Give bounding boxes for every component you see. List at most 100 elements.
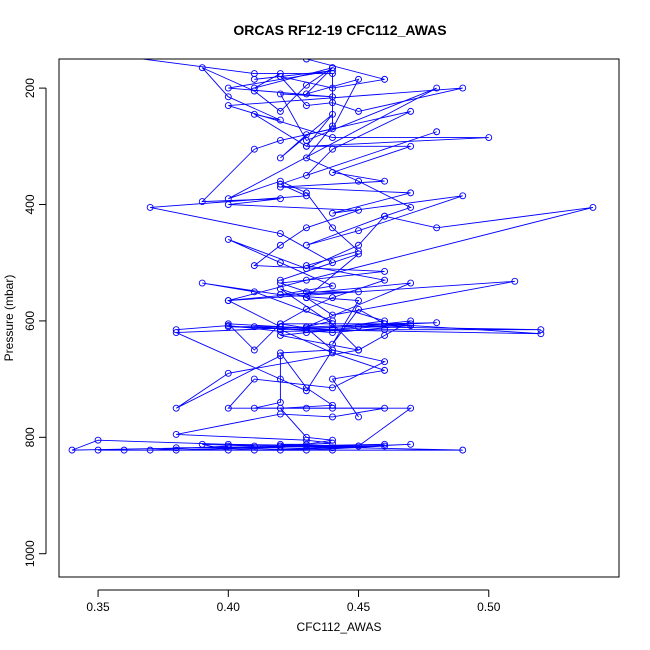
data-point: [329, 401, 336, 409]
data-point: [381, 442, 389, 450]
data-point: [329, 93, 336, 101]
data-point: [250, 87, 258, 95]
data-point: [224, 297, 232, 304]
data-point: [329, 122, 336, 130]
data-point: [355, 227, 362, 235]
plot-area: [68, 59, 597, 454]
data-point: [276, 137, 284, 144]
data-point: [224, 440, 232, 448]
data-point: [302, 440, 310, 448]
data-point: [198, 279, 206, 287]
data-point: [302, 154, 310, 162]
data-point: [302, 262, 310, 270]
data-point: [198, 440, 206, 448]
data-point: [537, 326, 545, 334]
data-point: [329, 384, 336, 392]
data-point: [276, 440, 284, 448]
data-point: [276, 404, 284, 412]
data-point: [172, 326, 180, 334]
data-point: [381, 440, 389, 448]
data-point: [407, 142, 415, 150]
y-axis: 200 400 600 800 1000: [23, 78, 47, 567]
data-point: [433, 224, 441, 232]
data-point: [329, 375, 336, 383]
data-point: [146, 446, 154, 454]
data-point: [407, 203, 415, 211]
data-point: [224, 102, 232, 110]
data-point: [302, 102, 310, 110]
data-point: [407, 404, 415, 412]
data-point: [276, 349, 284, 357]
data-point: [276, 259, 284, 267]
series-line: [228, 70, 437, 449]
series-5: [224, 67, 441, 452]
data-point: [250, 442, 258, 450]
x-tick-label: 0.40: [217, 600, 241, 614]
x-tick-label: 0.50: [477, 600, 501, 614]
data-point: [407, 189, 415, 197]
data-point: [276, 116, 284, 124]
data-point: [276, 90, 284, 98]
data-point: [589, 203, 597, 211]
x-axis-label: CFC112_AWAS: [297, 620, 382, 634]
data-point: [276, 375, 284, 383]
y-tick-label: 1000: [23, 540, 37, 567]
data-point: [276, 327, 284, 335]
data-point: [355, 107, 362, 115]
data-point: [172, 404, 180, 412]
data-point: [329, 67, 336, 75]
data-point: [537, 330, 545, 338]
data-point: [381, 267, 389, 275]
data-point: [224, 195, 232, 203]
data-point: [329, 70, 336, 78]
data-point: [381, 212, 389, 220]
data-point: [329, 282, 336, 290]
data-point: [302, 329, 310, 336]
series-4: [139, 59, 597, 336]
data-point: [68, 446, 76, 454]
data-point: [329, 209, 336, 217]
y-tick-label: 600: [23, 311, 37, 331]
data-point: [407, 279, 415, 287]
data-point: [355, 177, 362, 185]
data-point: [302, 384, 310, 392]
y-tick-label: 200: [23, 78, 37, 98]
data-point: [250, 323, 258, 331]
data-point: [172, 430, 180, 438]
data-point: [329, 294, 336, 302]
data-point: [329, 134, 336, 142]
data-point: [224, 442, 232, 450]
data-point: [250, 446, 258, 454]
data-point: [381, 75, 389, 83]
x-axis: 0.35 0.40 0.45 0.50: [86, 589, 501, 614]
data-point: [329, 224, 336, 232]
data-point: [485, 134, 493, 142]
data-point: [381, 326, 389, 334]
data-point: [250, 404, 258, 412]
data-point: [276, 177, 284, 185]
data-point: [302, 294, 310, 302]
series-line: [175, 67, 413, 451]
data-point: [433, 319, 441, 327]
data-point: [302, 433, 310, 441]
data-point: [355, 413, 362, 421]
data-point: [355, 323, 362, 331]
data-point: [224, 322, 232, 330]
data-point: [302, 90, 310, 98]
data-point: [459, 84, 467, 92]
chart-title: ORCAS RF12-19 CFC112_AWAS: [233, 22, 446, 38]
data-point: [276, 320, 284, 328]
data-point: [381, 276, 389, 284]
data-point: [433, 128, 441, 136]
data-point: [355, 75, 362, 83]
data-point: [355, 247, 362, 255]
data-point: [302, 324, 310, 332]
data-point: [224, 93, 232, 101]
data-point: [302, 224, 310, 232]
data-point: [302, 276, 310, 284]
data-point: [329, 436, 336, 444]
data-point: [302, 59, 310, 63]
data-point: [459, 446, 467, 454]
